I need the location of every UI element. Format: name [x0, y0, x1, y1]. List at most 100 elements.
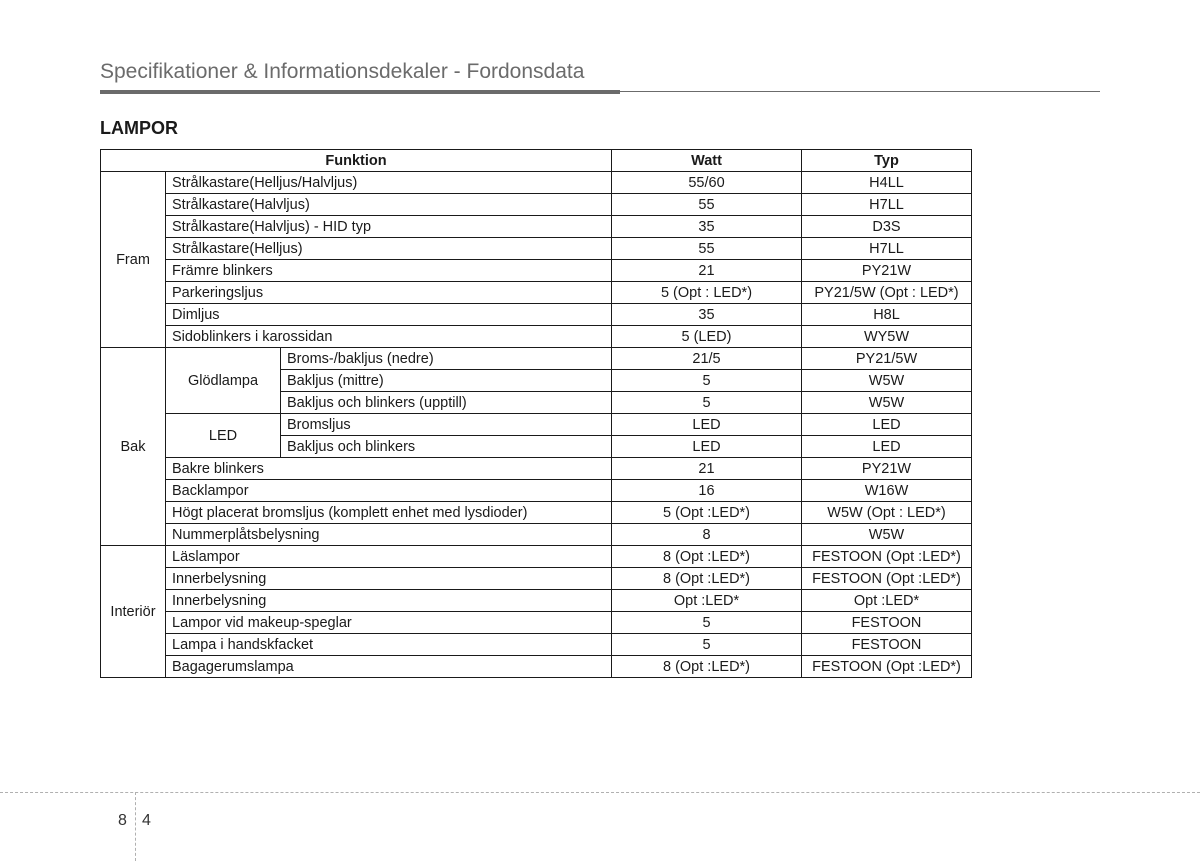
cell-typ: W5W (Opt : LED*) [802, 502, 972, 524]
cell-watt: 5 (LED) [612, 326, 802, 348]
cell-function: Dimljus [166, 304, 612, 326]
page-divider-vertical [135, 792, 136, 861]
cell-typ: FESTOON (Opt :LED*) [802, 546, 972, 568]
table-row: Högt placerat bromsljus (komplett enhet … [101, 502, 972, 524]
cell-watt: 8 [612, 524, 802, 546]
page: Specifikationer & Informationsdekaler - … [0, 0, 1200, 698]
cell-typ: Opt :LED* [802, 590, 972, 612]
cell-watt: 35 [612, 216, 802, 238]
cell-typ: PY21/5W (Opt : LED*) [802, 282, 972, 304]
cell-typ: D3S [802, 216, 972, 238]
cell-watt: 55 [612, 238, 802, 260]
page-number-left: 8 [118, 812, 127, 830]
cell-typ: PY21W [802, 458, 972, 480]
cell-typ: W5W [802, 524, 972, 546]
cell-typ: FESTOON (Opt :LED*) [802, 568, 972, 590]
cell-watt: 5 [612, 634, 802, 656]
col-funktion: Funktion [101, 150, 612, 172]
table-row: Bagagerumslampa8 (Opt :LED*)FESTOON (Opt… [101, 656, 972, 678]
cell-watt: 35 [612, 304, 802, 326]
cell-function: Läslampor [166, 546, 612, 568]
cell-watt: 8 (Opt :LED*) [612, 546, 802, 568]
page-number-right: 4 [142, 812, 151, 830]
cell-function: Bakljus och blinkers (upptill) [281, 392, 612, 414]
cell-function: Strålkastare(Halvljus) [166, 194, 612, 216]
cell-watt: 5 (Opt : LED*) [612, 282, 802, 304]
cell-function: Strålkastare(Helljus/Halvljus) [166, 172, 612, 194]
cell-typ: H4LL [802, 172, 972, 194]
lampor-table: Funktion Watt Typ FramStrålkastare(Hellj… [100, 149, 972, 678]
cell-typ: PY21W [802, 260, 972, 282]
cell-function: Bakljus (mittre) [281, 370, 612, 392]
cell-watt: 5 [612, 370, 802, 392]
cell-function: Främre blinkers [166, 260, 612, 282]
table-row: Strålkastare(Halvljus) - HID typ35D3S [101, 216, 972, 238]
cell-function: Högt placerat bromsljus (komplett enhet … [166, 502, 612, 524]
group-label-interior: Interiör [101, 546, 166, 678]
cell-typ: H8L [802, 304, 972, 326]
cell-typ: FESTOON [802, 612, 972, 634]
cell-typ: PY21/5W [802, 348, 972, 370]
table-row: Lampa i handskfacket5FESTOON [101, 634, 972, 656]
cell-watt: 55 [612, 194, 802, 216]
table-header-row: Funktion Watt Typ [101, 150, 972, 172]
cell-watt: 21/5 [612, 348, 802, 370]
cell-function: Sidoblinkers i karossidan [166, 326, 612, 348]
cell-watt: 5 [612, 392, 802, 414]
cell-typ: W16W [802, 480, 972, 502]
cell-function: Lampor vid makeup-speglar [166, 612, 612, 634]
cell-function: Innerbelysning [166, 568, 612, 590]
cell-function: Backlampor [166, 480, 612, 502]
cell-watt: 16 [612, 480, 802, 502]
cell-typ: WY5W [802, 326, 972, 348]
cell-watt: LED [612, 414, 802, 436]
cell-watt: 5 [612, 612, 802, 634]
cell-watt: 8 (Opt :LED*) [612, 656, 802, 678]
table-row: Backlampor16W16W [101, 480, 972, 502]
table-row: Bakre blinkers21PY21W [101, 458, 972, 480]
cell-function: Broms-/bakljus (nedre) [281, 348, 612, 370]
cell-typ: LED [802, 436, 972, 458]
cell-typ: W5W [802, 392, 972, 414]
section-title: LAMPOR [100, 118, 1100, 139]
cell-function: Parkeringsljus [166, 282, 612, 304]
table-row: BakGlödlampaBroms-/bakljus (nedre)21/5PY… [101, 348, 972, 370]
cell-function: Lampa i handskfacket [166, 634, 612, 656]
table-row: Innerbelysning8 (Opt :LED*)FESTOON (Opt … [101, 568, 972, 590]
subgroup-glodlampa: Glödlampa [166, 348, 281, 414]
table-row: FramStrålkastare(Helljus/Halvljus)55/60H… [101, 172, 972, 194]
group-label-fram: Fram [101, 172, 166, 348]
table-row: Främre blinkers21PY21W [101, 260, 972, 282]
table-row: InnerbelysningOpt :LED*Opt :LED* [101, 590, 972, 612]
table-row: LEDBromsljusLEDLED [101, 414, 972, 436]
table-row: InteriörLäslampor8 (Opt :LED*)FESTOON (O… [101, 546, 972, 568]
cell-typ: H7LL [802, 194, 972, 216]
col-typ: Typ [802, 150, 972, 172]
cell-typ: FESTOON [802, 634, 972, 656]
table-row: Nummerplåtsbelysning8W5W [101, 524, 972, 546]
cell-function: Innerbelysning [166, 590, 612, 612]
cell-typ: FESTOON (Opt :LED*) [802, 656, 972, 678]
cell-function: Nummerplåtsbelysning [166, 524, 612, 546]
table-row: Strålkastare(Helljus)55H7LL [101, 238, 972, 260]
cell-typ: LED [802, 414, 972, 436]
cell-watt: 21 [612, 458, 802, 480]
cell-function: Bagagerumslampa [166, 656, 612, 678]
cell-function: Bromsljus [281, 414, 612, 436]
cell-watt: 8 (Opt :LED*) [612, 568, 802, 590]
table-row: Parkeringsljus5 (Opt : LED*)PY21/5W (Opt… [101, 282, 972, 304]
breadcrumb: Specifikationer & Informationsdekaler - … [100, 60, 620, 94]
page-divider-horizontal [0, 792, 1200, 793]
cell-function: Strålkastare(Helljus) [166, 238, 612, 260]
cell-watt: 21 [612, 260, 802, 282]
table-row: Lampor vid makeup-speglar5FESTOON [101, 612, 972, 634]
subgroup-led: LED [166, 414, 281, 458]
table-row: Strålkastare(Halvljus)55H7LL [101, 194, 972, 216]
table-row: Dimljus35H8L [101, 304, 972, 326]
group-label-bak: Bak [101, 348, 166, 546]
cell-watt: 5 (Opt :LED*) [612, 502, 802, 524]
cell-function: Bakre blinkers [166, 458, 612, 480]
cell-typ: H7LL [802, 238, 972, 260]
table-row: Sidoblinkers i karossidan5 (LED)WY5W [101, 326, 972, 348]
cell-watt: Opt :LED* [612, 590, 802, 612]
